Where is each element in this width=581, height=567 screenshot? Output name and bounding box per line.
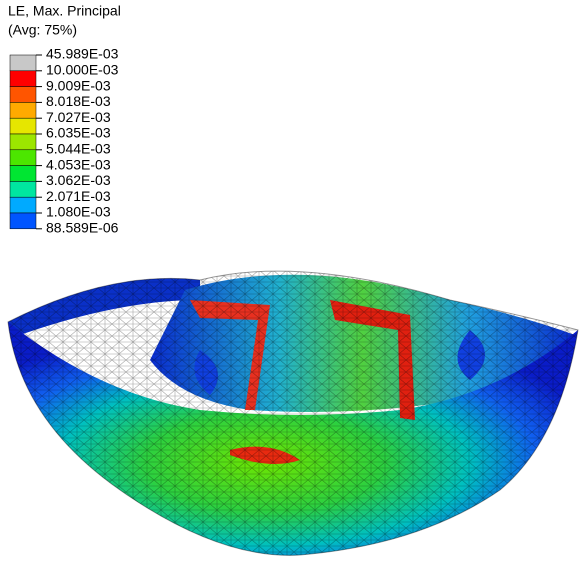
legend-label: 7.027E-03 [46,109,111,125]
legend-swatch [10,134,36,150]
legend: 45.989E-0310.000E-039.009E-038.018E-037.… [10,46,119,236]
legend-swatch [10,213,36,229]
legend-swatch [10,71,36,87]
legend-label: 6.035E-03 [46,125,111,141]
legend-label: 1.080E-03 [46,204,111,220]
legend-title: LE, Max. Principal [8,3,121,19]
legend-swatch [10,150,36,166]
viewport: LE, Max. Principal (Avg: 75%) 45.989E-03… [0,0,581,567]
legend-label: 2.071E-03 [46,188,111,204]
legend-label: 10.000E-03 [46,62,119,78]
legend-swatch [10,166,36,182]
legend-subtitle: (Avg: 75%) [8,22,77,38]
legend-label: 4.053E-03 [46,156,111,172]
legend-swatch [10,197,36,213]
legend-swatch [10,102,36,118]
legend-swatch [10,55,36,71]
legend-swatch [10,87,36,103]
legend-swatch [10,118,36,134]
legend-label: 9.009E-03 [46,77,111,93]
legend-swatch [10,181,36,197]
legend-label: 8.018E-03 [46,93,111,109]
legend-label: 88.589E-06 [46,220,119,236]
legend-label: 3.062E-03 [46,172,111,188]
model [8,271,578,555]
legend-label: 45.989E-03 [46,46,119,62]
legend-label: 5.044E-03 [46,141,111,157]
